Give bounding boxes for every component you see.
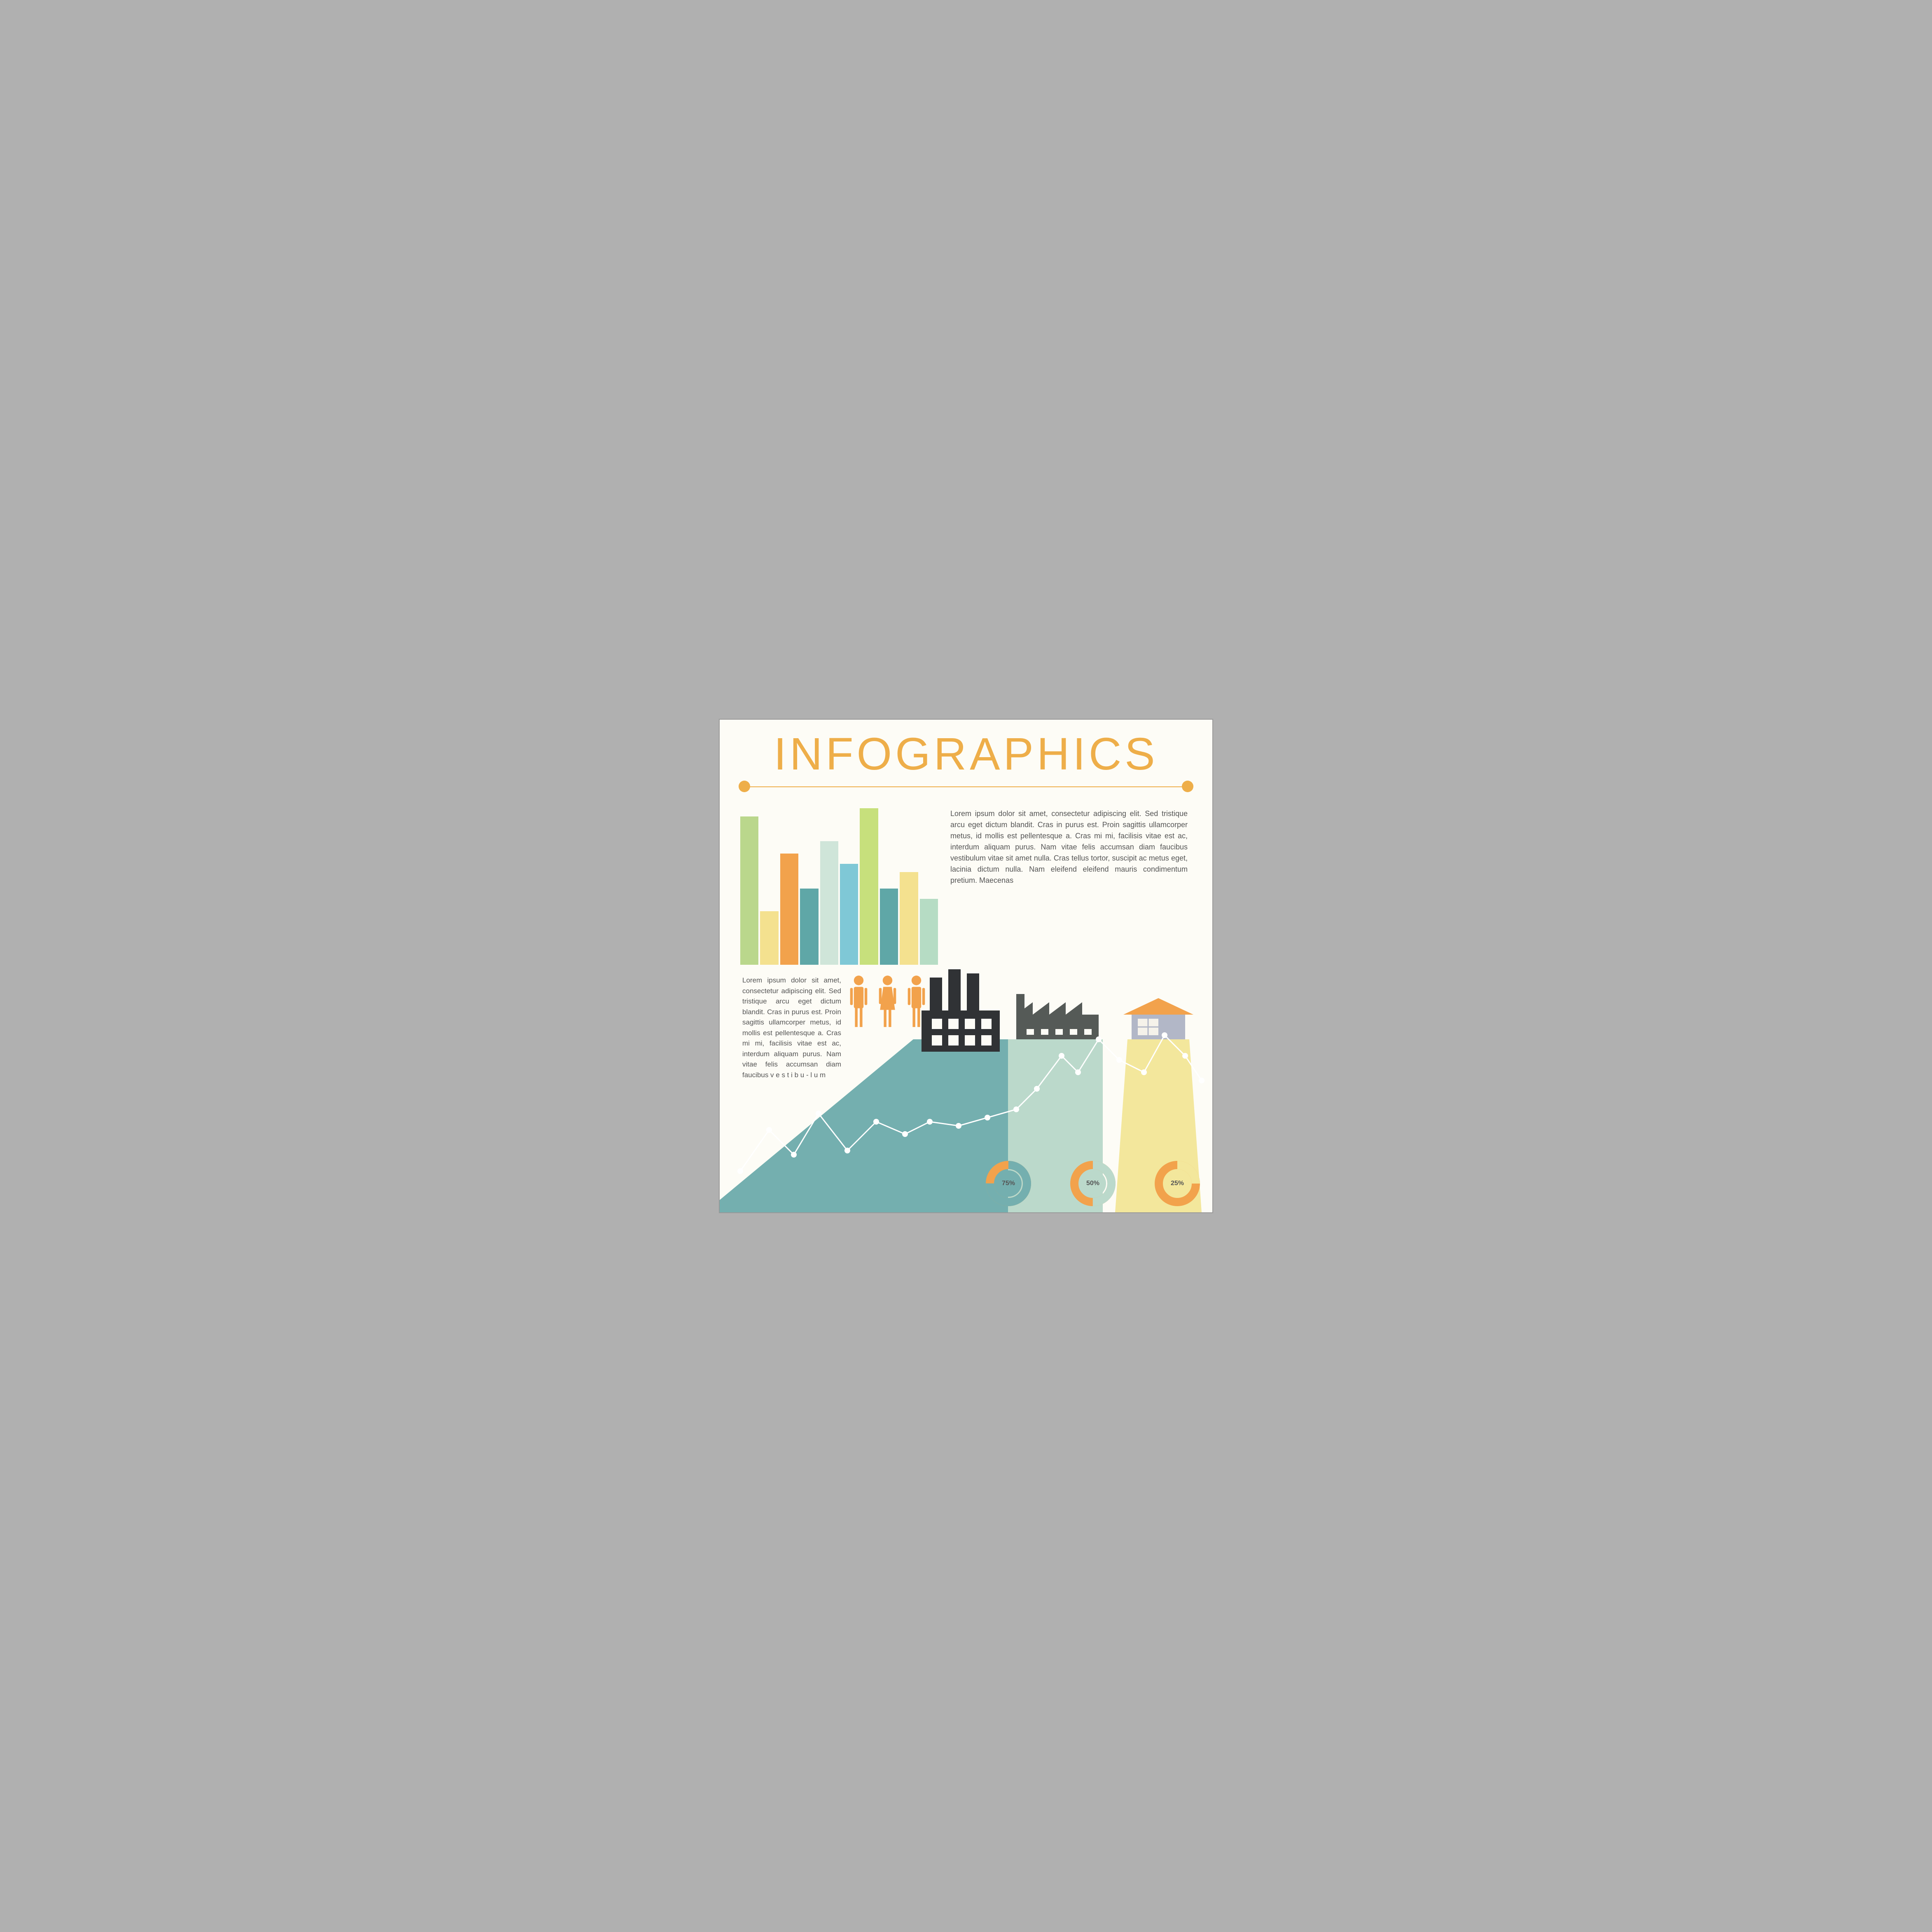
donut-label: 75% [1002,1180,1015,1187]
line-marker [1141,1069,1147,1075]
line-marker [1013,1106,1019,1112]
bar [800,889,818,965]
donut-chart: 75% [986,1161,1031,1206]
line-marker [1059,1053,1064,1059]
factory-1-icon [922,969,1000,1052]
bar [860,808,878,965]
page-title: INFOGRAPHICS [720,728,1212,780]
donut-label: 50% [1086,1180,1099,1187]
line-marker [956,1123,961,1129]
line-marker [1199,1078,1205,1083]
bar [740,816,758,965]
line-marker [1162,1032,1167,1038]
terrain-teal [720,1039,1008,1212]
bar [780,854,798,965]
bar-chart [740,808,938,965]
line-marker [844,1148,850,1153]
bar [920,899,938,965]
line-marker [873,1119,879,1125]
rule-dot-left [739,781,750,792]
donut-chart: 25% [1155,1161,1200,1206]
line-marker [985,1115,990,1120]
bar [760,911,778,965]
donut-chart: 50% [1070,1161,1116,1206]
line-marker [737,1168,743,1174]
factory-2-icon [1016,994,1099,1039]
line-marker [902,1131,908,1137]
infographic-canvas: INFOGRAPHICS Lorem ipsum dolor sit amet,… [719,719,1213,1213]
line-marker [927,1119,933,1125]
line-marker [1116,1057,1122,1063]
line-marker [1096,1036,1102,1042]
line-marker [1182,1053,1188,1059]
donut-label: 25% [1171,1180,1184,1187]
line-marker [791,1152,797,1158]
line-marker [1075,1069,1081,1075]
donut-row: 75% 50% 25% [986,1161,1200,1206]
title-rule [744,780,1188,793]
line-marker [1034,1086,1040,1092]
bar [840,864,858,965]
line-marker [816,1111,821,1116]
rule-line [744,786,1188,787]
bar [900,872,918,965]
house-icon [1123,998,1193,1039]
house-roof [1123,998,1193,1015]
bar [820,841,838,965]
body-text-right: Lorem ipsum dolor sit amet, consectetur … [950,808,1188,886]
line-marker [766,1127,772,1133]
rule-dot-right [1182,781,1193,792]
bar [880,889,898,965]
